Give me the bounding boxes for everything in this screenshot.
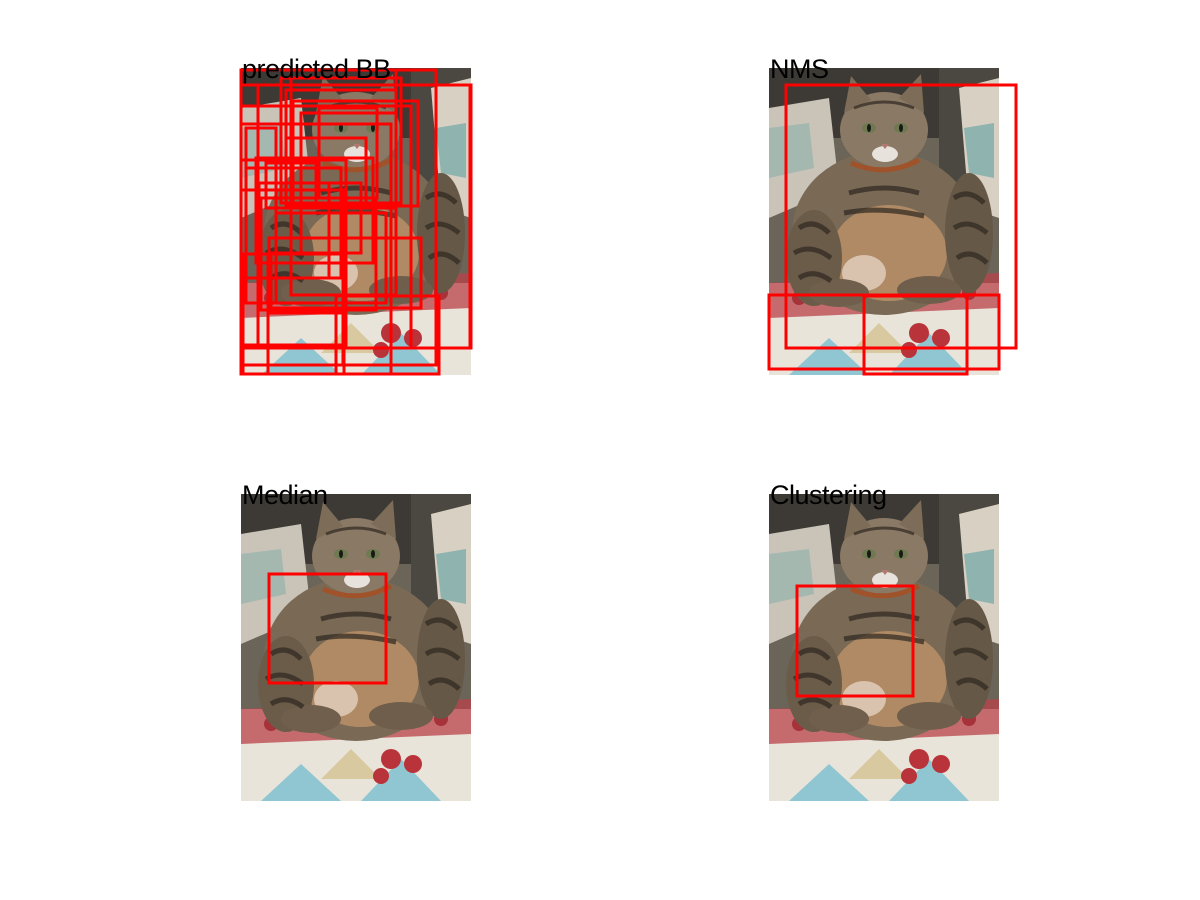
panel-clustering: Clustering bbox=[769, 480, 999, 801]
panel-title: predicted BB bbox=[242, 54, 391, 84]
panel-title: Median bbox=[242, 480, 328, 510]
panel-title: NMS bbox=[770, 54, 829, 84]
panel-median: Median bbox=[241, 480, 471, 801]
cat-photo bbox=[769, 68, 999, 375]
bounding-boxes-overlay bbox=[795, 584, 915, 698]
bounding-boxes-overlay bbox=[267, 572, 388, 685]
cat-photo bbox=[241, 494, 471, 801]
bounding-boxes-overlay bbox=[767, 83, 1018, 376]
bounding-boxes-overlay bbox=[239, 68, 473, 376]
panel-title: Clustering bbox=[770, 480, 887, 510]
cat-photo bbox=[769, 494, 999, 801]
panel-nms: NMS bbox=[767, 54, 1018, 376]
panel-predicted-bb: predicted BB bbox=[239, 54, 473, 376]
